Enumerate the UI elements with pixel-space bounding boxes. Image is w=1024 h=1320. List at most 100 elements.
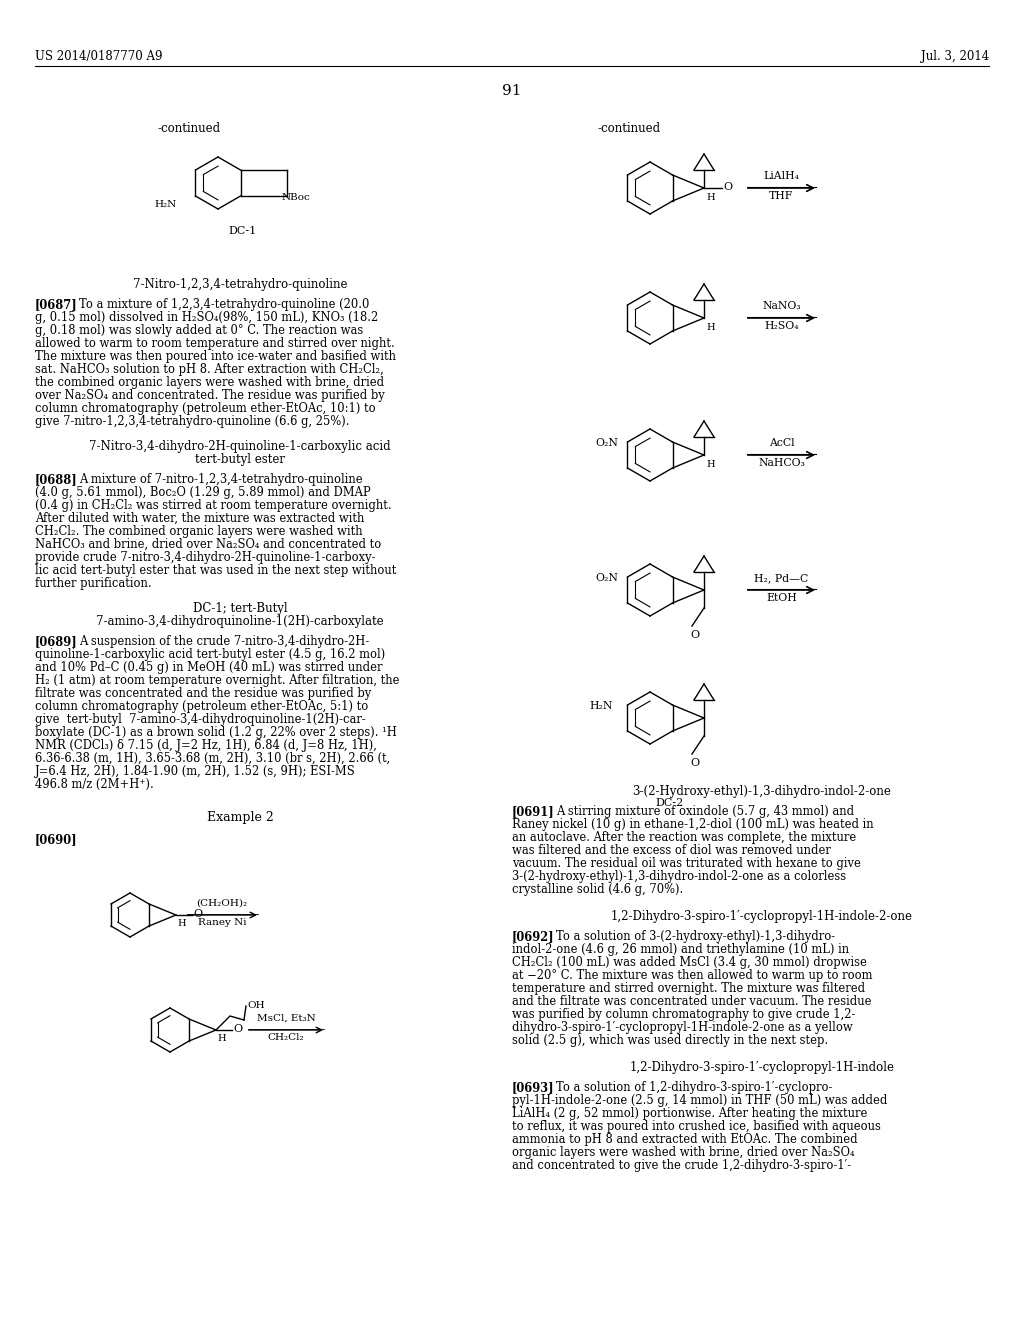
Text: O₂N: O₂N — [596, 438, 618, 447]
Text: CH₂Cl₂ (100 mL) was added MsCl (3.4 g, 30 mmol) dropwise: CH₂Cl₂ (100 mL) was added MsCl (3.4 g, 3… — [512, 956, 867, 969]
Text: NaHCO₃ and brine, dried over Na₂SO₄ and concentrated to: NaHCO₃ and brine, dried over Na₂SO₄ and … — [35, 539, 381, 550]
Text: Example 2: Example 2 — [207, 810, 273, 824]
Text: O: O — [690, 630, 699, 640]
Text: To a mixture of 1,2,3,4-tetrahydro-quinoline (20.0: To a mixture of 1,2,3,4-tetrahydro-quino… — [79, 298, 370, 312]
Text: H₂ (1 atm) at room temperature overnight. After filtration, the: H₂ (1 atm) at room temperature overnight… — [35, 675, 399, 686]
Text: NaHCO₃: NaHCO₃ — [758, 458, 805, 469]
Text: (0.4 g) in CH₂Cl₂ was stirred at room temperature overnight.: (0.4 g) in CH₂Cl₂ was stirred at room te… — [35, 499, 391, 512]
Text: (4.0 g, 5.61 mmol), Boc₂O (1.29 g, 5.89 mmol) and DMAP: (4.0 g, 5.61 mmol), Boc₂O (1.29 g, 5.89 … — [35, 486, 371, 499]
Text: crystalline solid (4.6 g, 70%).: crystalline solid (4.6 g, 70%). — [512, 883, 683, 896]
Text: was purified by column chromatography to give crude 1,2-: was purified by column chromatography to… — [512, 1008, 855, 1020]
Text: and 10% Pd–C (0.45 g) in MeOH (40 mL) was stirred under: and 10% Pd–C (0.45 g) in MeOH (40 mL) wa… — [35, 661, 383, 675]
Text: CH₂Cl₂. The combined organic layers were washed with: CH₂Cl₂. The combined organic layers were… — [35, 525, 362, 539]
Text: the combined organic layers were washed with brine, dried: the combined organic layers were washed … — [35, 376, 384, 389]
Text: O: O — [690, 758, 699, 768]
Text: MsCl, Et₃N: MsCl, Et₃N — [257, 1014, 315, 1023]
Text: J=6.4 Hz, 2H), 1.84-1.90 (m, 2H), 1.52 (s, 9H); ESI-MS: J=6.4 Hz, 2H), 1.84-1.90 (m, 2H), 1.52 (… — [35, 766, 355, 777]
Text: 91: 91 — [502, 84, 522, 98]
Text: indol-2-one (4.6 g, 26 mmol) and triethylamine (10 mL) in: indol-2-one (4.6 g, 26 mmol) and triethy… — [512, 942, 849, 956]
Text: O: O — [193, 909, 202, 919]
Text: CH₂Cl₂: CH₂Cl₂ — [267, 1034, 304, 1041]
Text: A mixture of 7-nitro-1,2,3,4-tetrahydro-quinoline: A mixture of 7-nitro-1,2,3,4-tetrahydro-… — [79, 473, 362, 486]
Text: EtOH: EtOH — [766, 593, 797, 603]
Text: ammonia to pH 8 and extracted with EtOAc. The combined: ammonia to pH 8 and extracted with EtOAc… — [512, 1133, 858, 1146]
Text: 7-Nitro-3,4-dihydro-2H-quinoline-1-carboxylic acid: 7-Nitro-3,4-dihydro-2H-quinoline-1-carbo… — [89, 440, 391, 453]
Text: column chromatography (petroleum ether-EtOAc, 10:1) to: column chromatography (petroleum ether-E… — [35, 403, 376, 414]
Text: H₂N: H₂N — [154, 201, 176, 209]
Text: NMR (CDCl₃) δ 7.15 (d, J=2 Hz, 1H), 6.84 (d, J=8 Hz, 1H),: NMR (CDCl₃) δ 7.15 (d, J=2 Hz, 1H), 6.84… — [35, 739, 377, 752]
Text: [0690]: [0690] — [35, 833, 78, 846]
Text: at −20° C. The mixture was then allowed to warm up to room: at −20° C. The mixture was then allowed … — [512, 969, 872, 982]
Text: g, 0.15 mol) dissolved in H₂SO₄(98%, 150 mL), KNO₃ (18.2: g, 0.15 mol) dissolved in H₂SO₄(98%, 150… — [35, 312, 378, 323]
Text: O: O — [723, 182, 732, 191]
Text: H: H — [706, 193, 715, 202]
Text: [0688]: [0688] — [35, 473, 78, 486]
Text: provide crude 7-nitro-3,4-dihydro-2H-quinoline-1-carboxy-: provide crude 7-nitro-3,4-dihydro-2H-qui… — [35, 550, 376, 564]
Text: AcCl: AcCl — [769, 438, 795, 447]
Text: 3-(2-Hydroxy-ethyl)-1,3-dihydro-indol-2-one: 3-(2-Hydroxy-ethyl)-1,3-dihydro-indol-2-… — [633, 785, 892, 799]
Text: pyl-1H-indole-2-one (2.5 g, 14 mmol) in THF (50 mL) was added: pyl-1H-indole-2-one (2.5 g, 14 mmol) in … — [512, 1094, 888, 1107]
Text: A suspension of the crude 7-nitro-3,4-dihydro-2H-: A suspension of the crude 7-nitro-3,4-di… — [79, 635, 370, 648]
Text: tert-butyl ester: tert-butyl ester — [195, 453, 285, 466]
Text: -continued: -continued — [598, 121, 662, 135]
Text: [0692]: [0692] — [512, 931, 555, 942]
Text: H₂N: H₂N — [590, 701, 612, 711]
Text: H: H — [706, 323, 715, 333]
Text: an autoclave. After the reaction was complete, the mixture: an autoclave. After the reaction was com… — [512, 832, 856, 843]
Text: THF: THF — [769, 191, 794, 201]
Text: H: H — [177, 919, 185, 928]
Text: g, 0.18 mol) was slowly added at 0° C. The reaction was: g, 0.18 mol) was slowly added at 0° C. T… — [35, 323, 364, 337]
Text: vacuum. The residual oil was triturated with hexane to give: vacuum. The residual oil was triturated … — [512, 857, 861, 870]
Text: 496.8 m/z (2M+H⁺).: 496.8 m/z (2M+H⁺). — [35, 777, 154, 791]
Text: LiAlH₄ (2 g, 52 mmol) portionwise. After heating the mixture: LiAlH₄ (2 g, 52 mmol) portionwise. After… — [512, 1107, 867, 1119]
Text: (CH₂OH)₂: (CH₂OH)₂ — [197, 899, 248, 908]
Text: 1,2-Dihydro-3-spiro-1′-cyclopropyl-1H-indole-2-one: 1,2-Dihydro-3-spiro-1′-cyclopropyl-1H-in… — [611, 909, 913, 923]
Text: NaNO₃: NaNO₃ — [762, 301, 801, 312]
Text: NBoc: NBoc — [282, 193, 310, 202]
Text: over Na₂SO₄ and concentrated. The residue was purified by: over Na₂SO₄ and concentrated. The residu… — [35, 389, 385, 403]
Text: DC-2: DC-2 — [656, 799, 684, 808]
Text: A stirring mixture of oxindole (5.7 g, 43 mmol) and: A stirring mixture of oxindole (5.7 g, 4… — [556, 805, 854, 818]
Text: and the filtrate was concentrated under vacuum. The residue: and the filtrate was concentrated under … — [512, 995, 871, 1008]
Text: The mixture was then poured into ice-water and basified with: The mixture was then poured into ice-wat… — [35, 350, 396, 363]
Text: organic layers were washed with brine, dried over Na₂SO₄: organic layers were washed with brine, d… — [512, 1146, 854, 1159]
Text: OH: OH — [247, 1001, 264, 1010]
Text: quinoline-1-carboxylic acid tert-butyl ester (4.5 g, 16.2 mol): quinoline-1-carboxylic acid tert-butyl e… — [35, 648, 385, 661]
Text: DC-1: DC-1 — [229, 226, 257, 236]
Text: US 2014/0187770 A9: US 2014/0187770 A9 — [35, 50, 163, 63]
Text: was filtered and the excess of diol was removed under: was filtered and the excess of diol was … — [512, 843, 830, 857]
Text: [0687]: [0687] — [35, 298, 78, 312]
Text: LiAlH₄: LiAlH₄ — [764, 172, 800, 181]
Text: give  tert-butyl  7-amino-3,4-dihydroquinoline-1(2H)-car-: give tert-butyl 7-amino-3,4-dihydroquino… — [35, 713, 366, 726]
Text: DC-1; tert-Butyl: DC-1; tert-Butyl — [193, 602, 288, 615]
Text: temperature and stirred overnight. The mixture was filtered: temperature and stirred overnight. The m… — [512, 982, 865, 995]
Text: After diluted with water, the mixture was extracted with: After diluted with water, the mixture wa… — [35, 512, 365, 525]
Text: Raney Ni: Raney Ni — [198, 917, 246, 927]
Text: 6.36-6.38 (m, 1H), 3.65-3.68 (m, 2H), 3.10 (br s, 2H), 2.66 (t,: 6.36-6.38 (m, 1H), 3.65-3.68 (m, 2H), 3.… — [35, 752, 390, 766]
Text: H: H — [217, 1034, 225, 1043]
Text: give 7-nitro-1,2,3,4-tetrahydro-quinoline (6.6 g, 25%).: give 7-nitro-1,2,3,4-tetrahydro-quinolin… — [35, 414, 349, 428]
Text: 1,2-Dihydro-3-spiro-1′-cyclopropyl-1H-indole: 1,2-Dihydro-3-spiro-1′-cyclopropyl-1H-in… — [630, 1061, 895, 1074]
Text: To a solution of 1,2-dihydro-3-spiro-1′-cyclopro-: To a solution of 1,2-dihydro-3-spiro-1′-… — [556, 1081, 833, 1094]
Text: boxylate (DC-1) as a brown solid (1.2 g, 22% over 2 steps). ¹H: boxylate (DC-1) as a brown solid (1.2 g,… — [35, 726, 397, 739]
Text: [0691]: [0691] — [512, 805, 555, 818]
Text: 3-(2-hydroxy-ethyl)-1,3-dihydro-indol-2-one as a colorless: 3-(2-hydroxy-ethyl)-1,3-dihydro-indol-2-… — [512, 870, 846, 883]
Text: H: H — [706, 459, 715, 469]
Text: column chromatography (petroleum ether-EtOAc, 5:1) to: column chromatography (petroleum ether-E… — [35, 700, 369, 713]
Text: [0693]: [0693] — [512, 1081, 555, 1094]
Text: allowed to warm to room temperature and stirred over night.: allowed to warm to room temperature and … — [35, 337, 394, 350]
Text: To a solution of 3-(2-hydroxy-ethyl)-1,3-dihydro-: To a solution of 3-(2-hydroxy-ethyl)-1,3… — [556, 931, 836, 942]
Text: H₂, Pd—C: H₂, Pd—C — [755, 573, 809, 583]
Text: O₂N: O₂N — [596, 573, 618, 583]
Text: O: O — [233, 1024, 242, 1034]
Text: solid (2.5 g), which was used directly in the next step.: solid (2.5 g), which was used directly i… — [512, 1034, 828, 1047]
Text: H₂SO₄: H₂SO₄ — [764, 321, 799, 331]
Text: Raney nickel (10 g) in ethane-1,2-diol (100 mL) was heated in: Raney nickel (10 g) in ethane-1,2-diol (… — [512, 818, 873, 832]
Text: [0689]: [0689] — [35, 635, 78, 648]
Text: 7-Nitro-1,2,3,4-tetrahydro-quinoline: 7-Nitro-1,2,3,4-tetrahydro-quinoline — [133, 279, 347, 290]
Text: lic acid tert-butyl ester that was used in the next step without: lic acid tert-butyl ester that was used … — [35, 564, 396, 577]
Text: Jul. 3, 2014: Jul. 3, 2014 — [921, 50, 989, 63]
Text: filtrate was concentrated and the residue was purified by: filtrate was concentrated and the residu… — [35, 686, 372, 700]
Text: further purification.: further purification. — [35, 577, 152, 590]
Text: to reflux, it was poured into crushed ice, basified with aqueous: to reflux, it was poured into crushed ic… — [512, 1119, 881, 1133]
